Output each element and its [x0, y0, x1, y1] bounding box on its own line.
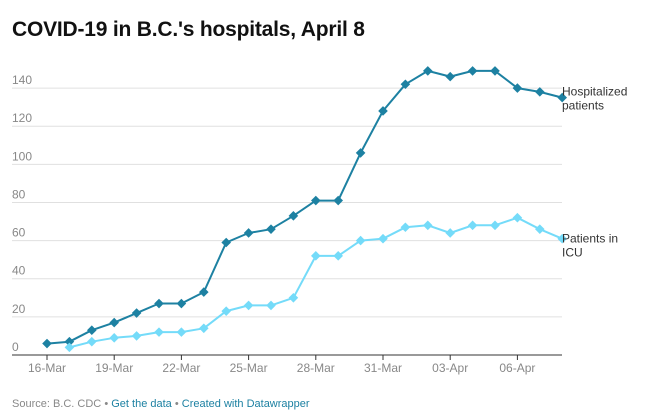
y-tick-label: 80	[12, 187, 26, 201]
hospitalized-point[interactable]	[333, 195, 343, 206]
icu-point[interactable]	[288, 293, 299, 303]
icu-point[interactable]	[400, 222, 411, 233]
icu-series-label: ICU	[562, 246, 583, 260]
icu-point[interactable]	[378, 233, 388, 244]
hospitalized-point[interactable]	[378, 106, 388, 116]
x-axis-ticks: 16-Mar 19-Mar 22-Mar 25-Mar 28-Mar 31-Mar 03-A…	[28, 355, 535, 375]
hospitalized-point[interactable]	[535, 87, 545, 97]
hospitalized-point[interactable]	[512, 83, 523, 93]
x-tick-label: 06-Apr	[499, 361, 535, 375]
x-tick-label: 31-Mar	[364, 361, 402, 375]
hospitalized-point[interactable]	[243, 228, 254, 238]
hospitalized-point[interactable]	[423, 66, 433, 76]
icu-point[interactable]	[423, 220, 433, 231]
y-tick-label: 40	[12, 264, 26, 278]
hospitalized-point[interactable]	[131, 308, 142, 318]
icu-point[interactable]	[131, 331, 142, 341]
footer: Source: B.C. CDC • Get the data • Create…	[12, 398, 310, 410]
x-tick-label: 16-Mar	[28, 361, 66, 375]
x-tick-label: 28-Mar	[297, 361, 335, 375]
hospitalized-point[interactable]	[266, 224, 276, 234]
y-tick-label: 140	[12, 73, 32, 87]
hospitalized-point[interactable]	[490, 66, 500, 76]
hospitalized-point[interactable]	[311, 195, 321, 206]
hospitalized-point[interactable]	[400, 79, 411, 90]
y-tick-label: 100	[12, 149, 32, 163]
hospitalized-point[interactable]	[154, 298, 164, 309]
icu-point[interactable]	[266, 300, 276, 311]
hospitalized-point[interactable]	[288, 211, 299, 221]
hospitalized-point[interactable]	[199, 287, 209, 297]
x-tick-label: 25-Mar	[230, 361, 268, 375]
icu-point[interactable]	[243, 300, 254, 311]
hospitalized-point[interactable]	[109, 317, 119, 328]
hospitalized-point[interactable]	[87, 325, 97, 336]
icu-point[interactable]	[311, 251, 321, 261]
series	[42, 66, 567, 353]
icu-point[interactable]	[154, 327, 164, 337]
icu-point[interactable]	[87, 336, 97, 347]
icu-point[interactable]	[64, 342, 75, 353]
source-text: Source: B.C. CDC	[12, 398, 102, 410]
footer-separator: •	[104, 398, 109, 410]
hospitalized-point[interactable]	[64, 336, 75, 347]
icu-point[interactable]	[221, 306, 231, 316]
icu-point[interactable]	[467, 220, 478, 231]
icu-point[interactable]	[535, 224, 545, 234]
icu-point[interactable]	[199, 323, 209, 334]
hospitalized-line	[46, 69, 563, 345]
hospitalized-point[interactable]	[176, 298, 187, 309]
y-axis-ticks: 0 20 40 60 80 100 120 140	[12, 73, 32, 354]
icu-point[interactable]	[557, 233, 567, 244]
icu-line	[69, 216, 563, 349]
x-tick-label: 03-Apr	[432, 361, 468, 375]
y-tick-label: 0	[12, 340, 19, 354]
hospitalized-point[interactable]	[42, 338, 52, 349]
icu-point[interactable]	[355, 235, 366, 246]
y-tick-label: 60	[12, 226, 26, 240]
gridlines	[12, 87, 562, 356]
hospitalized-point[interactable]	[355, 148, 366, 158]
icu-point[interactable]	[176, 327, 187, 337]
icu-point[interactable]	[512, 212, 523, 223]
hospitalized-point[interactable]	[467, 66, 478, 76]
icu-point[interactable]	[333, 251, 343, 261]
y-tick-label: 20	[12, 302, 26, 316]
footer-separator: •	[174, 398, 179, 410]
hospitalized-point[interactable]	[557, 92, 567, 103]
chart-title: COVID-19 in B.C.'s hospitals, April 8	[12, 18, 365, 41]
x-tick-label: 19-Mar	[95, 361, 133, 375]
y-tick-label: 120	[12, 111, 32, 125]
icu-series-label: Patients in	[562, 232, 618, 246]
x-tick-label: 22-Mar	[162, 361, 200, 375]
hospitalized-point[interactable]	[221, 237, 231, 248]
icu-point[interactable]	[490, 220, 500, 231]
get-data-link[interactable]: Get the data	[111, 398, 172, 410]
hospitalized-point[interactable]	[445, 71, 455, 82]
datawrapper-link[interactable]: Created with Datawrapper	[181, 398, 310, 410]
hospitalized-series-label: Hospitalized	[562, 85, 627, 99]
icu-point[interactable]	[445, 228, 455, 238]
hospitalized-series-label: patients	[562, 99, 604, 113]
icu-point[interactable]	[109, 333, 119, 343]
